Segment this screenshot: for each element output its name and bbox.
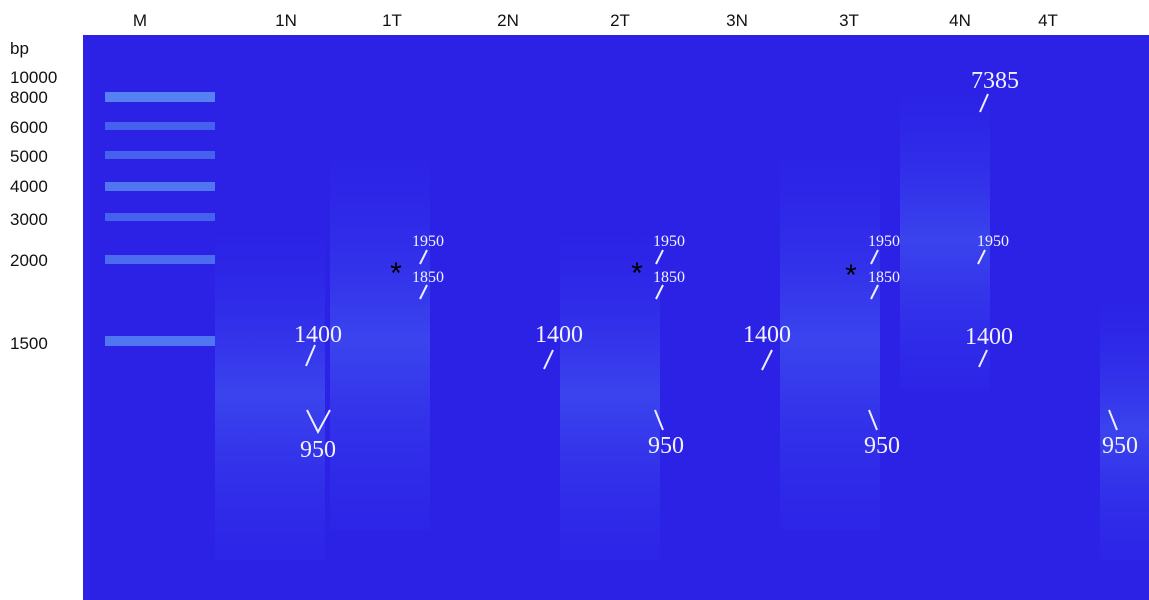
ladder-size: 4000 bbox=[10, 177, 48, 196]
asterisk: * bbox=[390, 257, 402, 290]
lane-labels: M 1N 1T 2N 2T 3N 3T 4N 4T bbox=[133, 11, 1058, 30]
lane-label: 3N bbox=[726, 11, 748, 30]
band-size-label: 1850 bbox=[412, 269, 444, 286]
ladder-size: 10000 bbox=[10, 68, 57, 87]
band-size-label: 950 bbox=[864, 433, 900, 459]
lane-label: 2T bbox=[610, 11, 630, 30]
band-size-label: 1400 bbox=[535, 322, 583, 348]
band-size-label: 1400 bbox=[294, 322, 342, 348]
band-size-label: 7385 bbox=[971, 68, 1019, 94]
band-size-label: 950 bbox=[1102, 433, 1138, 459]
band-size-label: 1400 bbox=[965, 324, 1013, 350]
band-size-label: 1400 bbox=[743, 322, 791, 348]
band-size-label: 1850 bbox=[653, 269, 685, 286]
ladder-size: 2000 bbox=[10, 251, 48, 270]
band-size-label: 1950 bbox=[412, 233, 444, 250]
ladder-size: 3000 bbox=[10, 210, 48, 229]
lane-label: 3T bbox=[839, 11, 859, 30]
band-size-label: 950 bbox=[648, 433, 684, 459]
ladder-size: 8000 bbox=[10, 88, 48, 107]
ladder-size: 1500 bbox=[10, 334, 48, 353]
gel-figure: M 1N 1T 2N 2T 3N 3T 4N 4T bp 100008000 6000 5000 400… bbox=[0, 0, 1149, 600]
lane-label: 1N bbox=[275, 11, 297, 30]
lane-label: 1T bbox=[382, 11, 402, 30]
lane-label: 4T bbox=[1038, 11, 1058, 30]
band-size-label: 1950 bbox=[977, 233, 1009, 250]
lane-label: 4N bbox=[949, 11, 971, 30]
band-size-label: 950 bbox=[300, 437, 336, 463]
lane-label: M bbox=[133, 11, 147, 30]
ladder-size: 6000 bbox=[10, 118, 48, 137]
lane-label: 2N bbox=[497, 11, 519, 30]
band-size-label: 1950 bbox=[868, 233, 900, 250]
ladder-size: 5000 bbox=[10, 147, 48, 166]
band-size-label: 1850 bbox=[868, 269, 900, 286]
band-size-label: 1950 bbox=[653, 233, 685, 250]
asterisk: * bbox=[845, 259, 857, 292]
ladder-unit: bp bbox=[10, 39, 29, 58]
asterisk: * bbox=[631, 257, 643, 290]
